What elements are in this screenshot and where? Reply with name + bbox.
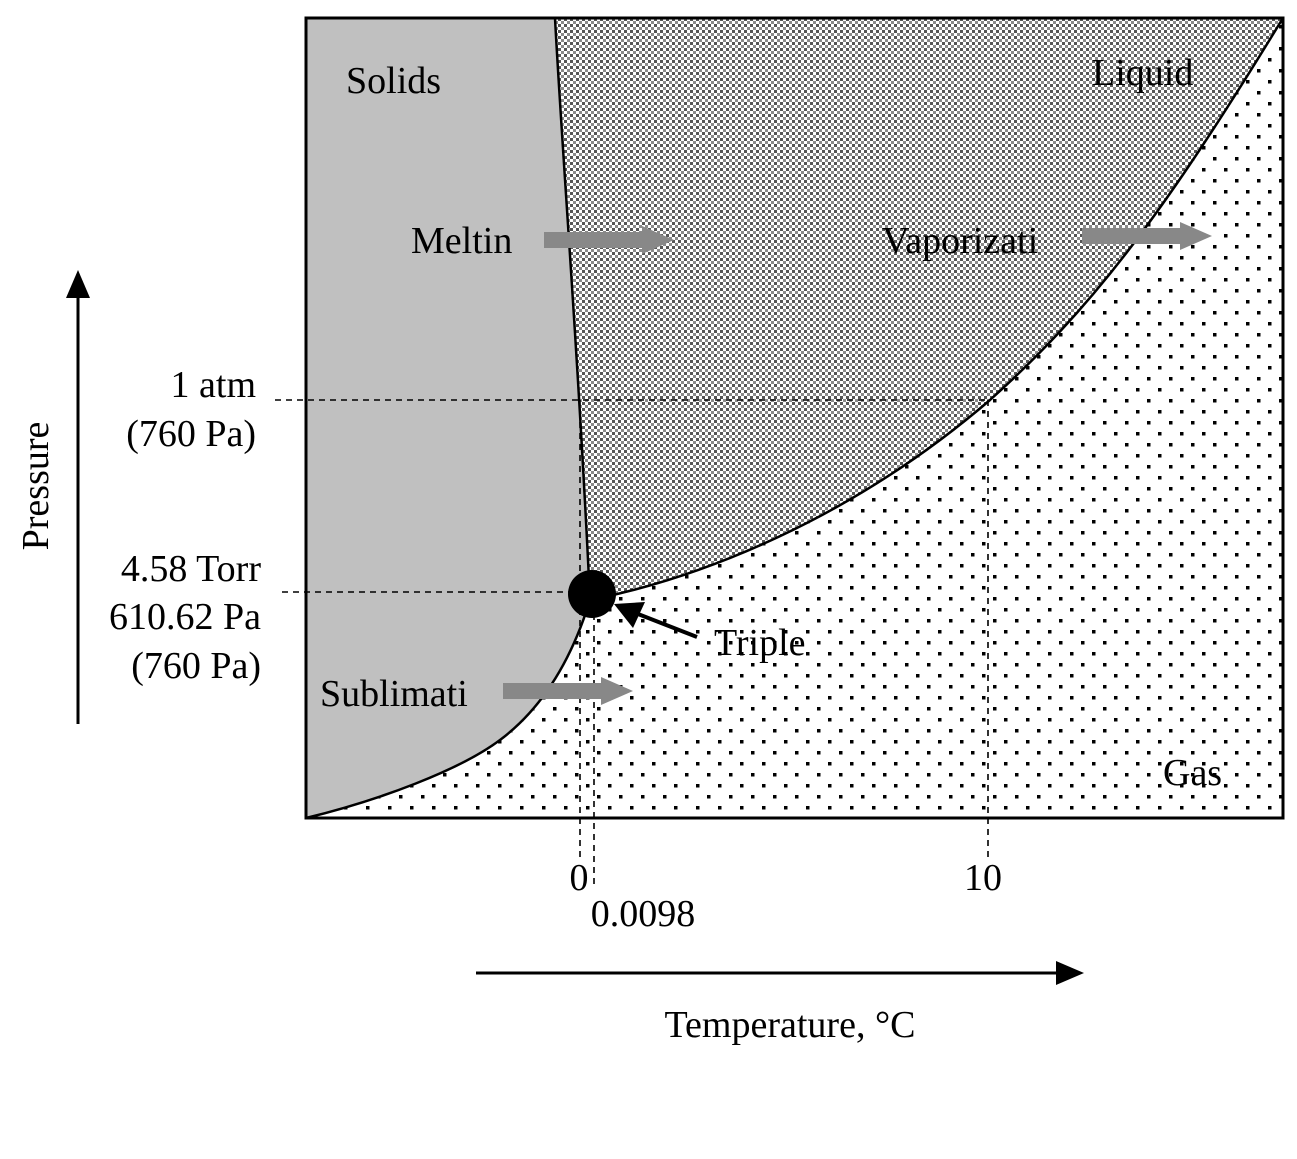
triple-torr-label: 4.58 Torr: [121, 548, 262, 590]
melting-curve: [553, 17, 592, 601]
triple-pa-label: 610.62 Pa: [109, 596, 261, 638]
sublimation-curve: [305, 599, 592, 820]
liquid-label: Liquid: [1092, 52, 1193, 94]
vaporization-label: Vaporizati: [882, 220, 1038, 262]
vaporization-curve: [589, 17, 1285, 602]
melting-label: Meltin: [411, 220, 512, 262]
triple-point-marker: [568, 570, 616, 618]
pressure-axis-label: Pressure: [15, 422, 57, 551]
temperature-axis-arrow: [476, 961, 1084, 985]
vaporization-arrow: [1082, 222, 1212, 250]
temp-tick-ten: 10: [964, 857, 1002, 899]
pressure-axis-arrow: [66, 270, 90, 724]
triple-point-arrow: [614, 602, 698, 639]
gas-label: Gas: [1163, 752, 1222, 794]
diagram-frame: [304, 16, 1285, 820]
melting-arrow: [544, 226, 674, 254]
gas-region: [306, 18, 1283, 818]
one-atm-pa-label: (760 Pa): [126, 413, 256, 455]
solids-label: Solids: [346, 60, 441, 102]
temp-tick-triple: 0.0098: [591, 893, 696, 935]
sublimation-label: Sublimati: [320, 673, 468, 715]
triple-760pa-label: (760 Pa): [131, 645, 261, 687]
sublimation-arrow: [503, 677, 633, 705]
one-atm-label: 1 atm: [171, 364, 256, 406]
temperature-axis-label: Temperature, °C: [665, 1004, 916, 1046]
solid-region: [306, 18, 590, 818]
triple-point-label: Triple: [714, 622, 806, 664]
temp-tick-zero: 0: [570, 857, 589, 899]
